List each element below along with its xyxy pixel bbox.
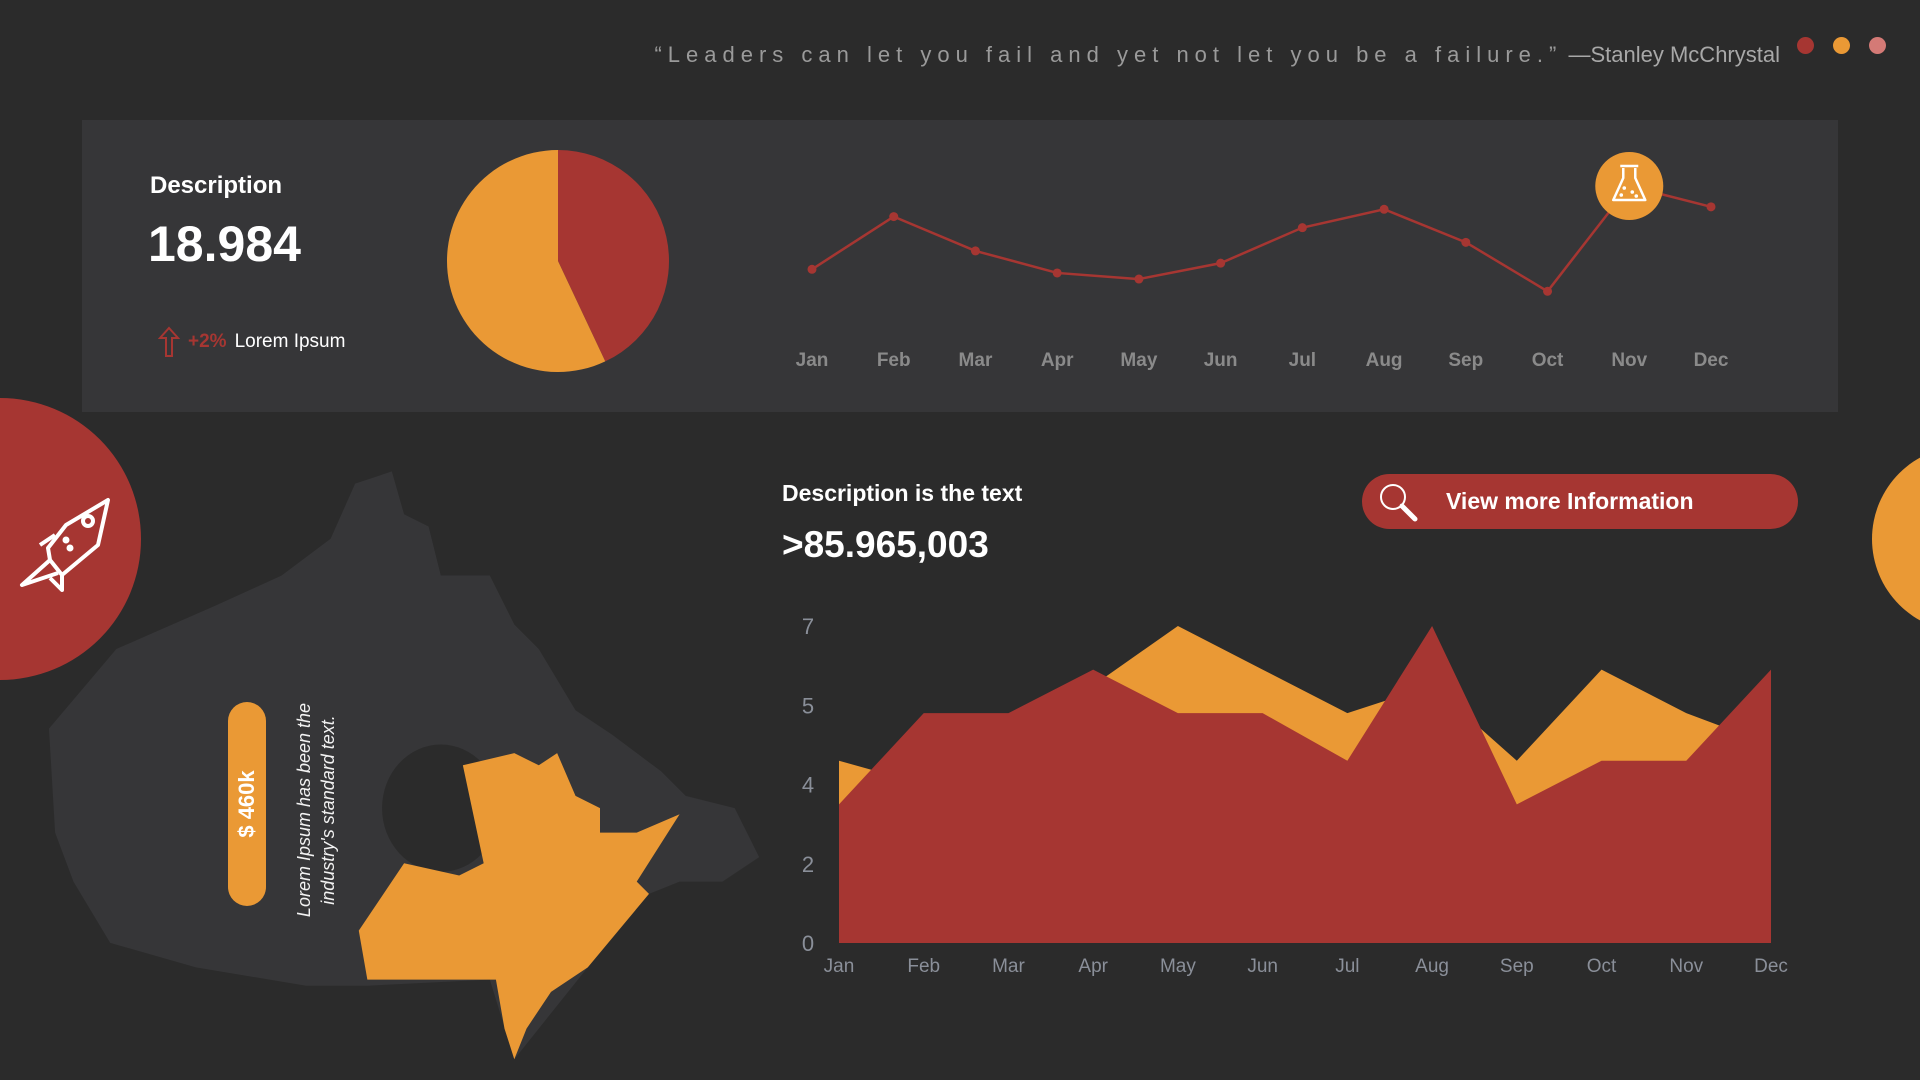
x-tick-label: Oct	[1532, 350, 1564, 371]
line-point-jun	[1216, 258, 1226, 268]
x-tick-label: Aug	[1415, 956, 1449, 977]
details-label: Description is the text	[782, 480, 1023, 506]
x-tick-label: Feb	[877, 350, 911, 371]
x-tick-label: Jan	[796, 350, 829, 371]
view-more-button[interactable]: View more Information	[1362, 474, 1798, 529]
pie-slice-1	[447, 150, 606, 372]
window-dot-pink[interactable]	[1869, 37, 1886, 54]
x-tick-label: Dec	[1754, 956, 1788, 977]
x-tick-label: Jul	[1289, 350, 1316, 371]
map-caption: Lorem Ipsum has been the industry's stand…	[292, 703, 340, 917]
line-point-jan	[807, 264, 817, 274]
x-tick-label: Mar	[959, 350, 993, 371]
view-more-label: View more Information	[1446, 488, 1694, 514]
line-point-oct	[1543, 286, 1553, 296]
quote-text: “Leaders can let you fail and yet not le…	[654, 42, 1563, 67]
flask-bubble	[1634, 194, 1639, 198]
x-tick-label: Sep	[1448, 350, 1483, 371]
pill-value: $ 460k	[234, 770, 259, 838]
y-tick-label: 5	[802, 693, 814, 718]
flask-bubble	[1630, 190, 1635, 194]
area-chart: 0 2 4 5 7 Jan Feb Mar Apr May Jun Jul Aug Sep Oct Nov De…	[802, 614, 1788, 977]
window-dot-orange[interactable]	[1833, 37, 1850, 54]
flask-bubble	[1619, 193, 1624, 197]
arrow-up-icon	[158, 326, 180, 357]
details-value: >85.965,003	[782, 524, 989, 565]
trend-percent: +2%	[188, 331, 227, 352]
area-series-1	[839, 626, 1771, 943]
x-tick-label: May	[1160, 956, 1196, 977]
summary-panel	[82, 120, 1838, 412]
summary-value: 18.984	[148, 216, 301, 272]
x-tick-label: Jan	[824, 956, 855, 977]
value-pill	[228, 702, 266, 906]
x-tick-label: Apr	[1041, 350, 1074, 371]
pie-slice-0	[558, 150, 669, 362]
search-icon	[1380, 483, 1418, 521]
map-caption-line1: Lorem Ipsum has been the	[294, 702, 314, 918]
x-tick-label: Jun	[1204, 350, 1238, 371]
trend-label: Lorem Ipsum	[234, 331, 346, 352]
y-tick-label: 7	[802, 614, 814, 639]
canada-map	[48, 471, 760, 1060]
line-point-sep	[1461, 237, 1471, 247]
x-tick-label: Mar	[992, 956, 1025, 977]
line-chart: Jan Feb Mar Apr May Jun Jul Aug Sep Oct Nov Dec	[796, 151, 1729, 371]
x-tick-label: Dec	[1694, 350, 1729, 371]
y-tick-label: 2	[802, 852, 814, 877]
flask-icon	[1595, 151, 1664, 220]
line-point-dec	[1706, 202, 1716, 212]
pie-chart	[447, 150, 669, 372]
quote-author: —Stanley McChrystal	[1568, 42, 1780, 67]
flask-bubble	[1622, 186, 1627, 190]
rocket-icon	[20, 498, 110, 592]
map-caption-line2: industry's standard text.	[318, 715, 338, 905]
flask-icon-bg	[1595, 151, 1664, 220]
flask-icon-outline	[1612, 164, 1647, 202]
line-point-aug	[1379, 204, 1389, 214]
x-tick-label: Nov	[1611, 350, 1647, 371]
map-highlight-region[interactable]	[358, 753, 680, 1060]
y-tick-label: 4	[802, 773, 814, 798]
x-tick-label: Oct	[1587, 956, 1617, 977]
line-point-feb	[889, 212, 899, 222]
x-tick-label: Feb	[907, 956, 940, 977]
x-tick-label: Jun	[1247, 956, 1278, 977]
x-tick-label: Sep	[1500, 956, 1534, 977]
line-point-mar	[970, 246, 980, 256]
x-tick-label: Aug	[1366, 350, 1403, 371]
x-tick-label: May	[1120, 350, 1157, 371]
summary-label: Description	[150, 172, 283, 199]
x-tick-label: Nov	[1669, 956, 1703, 977]
rocket-circle	[0, 398, 141, 680]
line-point-may	[1134, 274, 1144, 284]
line-series	[811, 184, 1712, 293]
decor-circle-right	[1872, 457, 1920, 621]
x-tick-label: Jul	[1335, 956, 1359, 977]
line-point-apr	[1052, 268, 1062, 278]
window-dot-red[interactable]	[1797, 37, 1814, 54]
line-point-jul	[1297, 223, 1307, 233]
trend-indicator: +2% Lorem Ipsum	[158, 326, 345, 358]
x-tick-label: Apr	[1078, 956, 1108, 977]
y-tick-label: 0	[802, 931, 814, 956]
quote: “Leaders can let you fail and yet not le…	[654, 42, 1780, 68]
